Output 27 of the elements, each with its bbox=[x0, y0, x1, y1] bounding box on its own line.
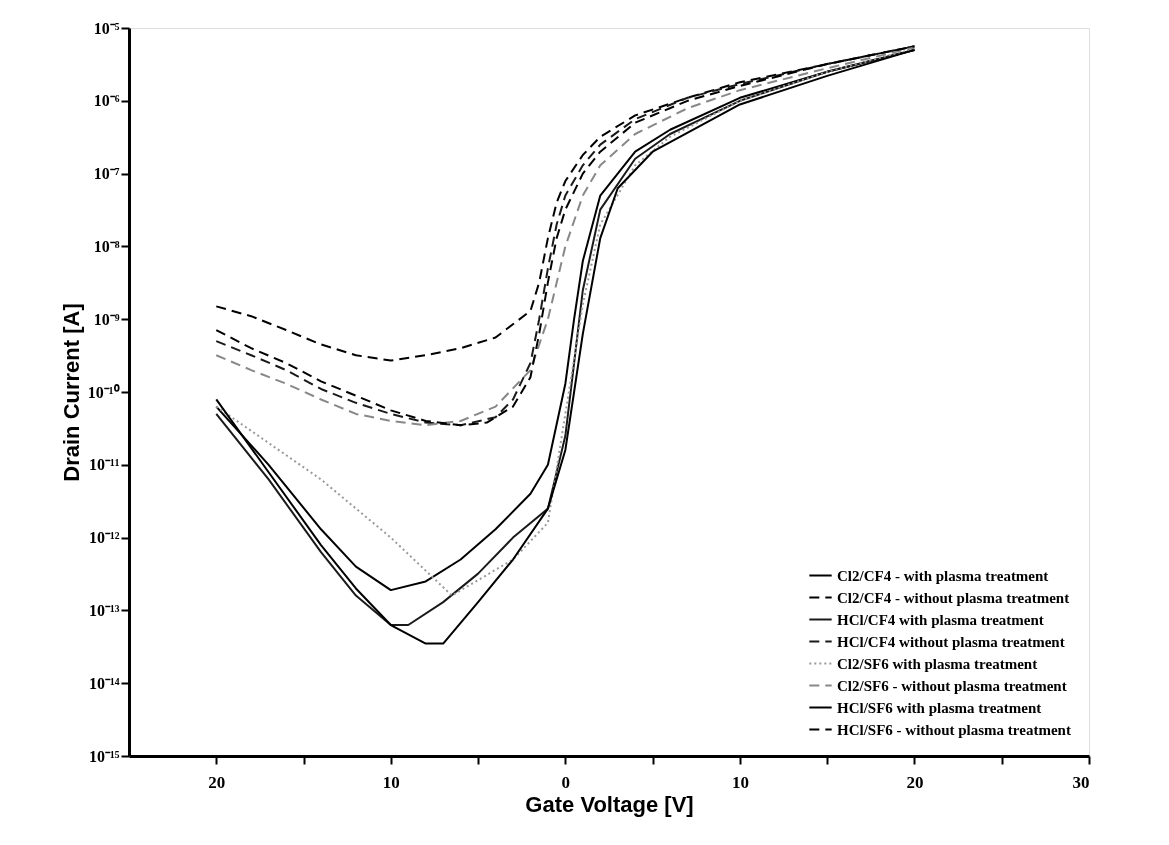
x-axis-title: Gate Voltage [V] bbox=[525, 791, 694, 817]
y-tick-label: 10⁻⁸ bbox=[93, 237, 120, 255]
legend-label: HCl/SF6 with plasma treatment bbox=[837, 699, 1042, 716]
x-tick-label: 10 bbox=[382, 772, 400, 792]
x-tick-label: 20 bbox=[906, 772, 924, 792]
legend-label: Cl2/CF4 - with plasma treatment bbox=[837, 567, 1049, 584]
y-tick-label: 10⁻¹² bbox=[88, 529, 120, 547]
y-tick-label: 10⁻¹¹ bbox=[88, 456, 120, 474]
y-axis-title: Drain Current [A] bbox=[58, 303, 84, 482]
legend-label: HCl/SF6 - without plasma treatment bbox=[837, 721, 1071, 738]
y-tick-label: 10⁻⁹ bbox=[93, 310, 120, 328]
y-tick-label: 10⁻¹⁰ bbox=[87, 383, 120, 401]
x-tick-label: 20 bbox=[208, 772, 226, 792]
legend-label: Cl2/CF4 - without plasma treatment bbox=[837, 589, 1070, 606]
legend-label: HCl/CF4 without plasma treatment bbox=[837, 633, 1065, 650]
x-tick-label: 0 bbox=[561, 772, 571, 792]
x-tick-label: 10 bbox=[731, 772, 749, 792]
y-tick-label: 10⁻¹³ bbox=[88, 601, 120, 619]
y-tick-label: 10⁻⁶ bbox=[93, 92, 120, 110]
y-tick-label: 10⁻¹⁴ bbox=[88, 674, 120, 692]
legend-label: Cl2/SF6 - without plasma treatment bbox=[837, 677, 1067, 694]
y-tick-label: 10⁻⁷ bbox=[93, 165, 120, 183]
y-tick-label: 10⁻¹⁵ bbox=[88, 747, 120, 765]
x-tick-label: 30 bbox=[1072, 772, 1090, 792]
legend-label: Cl2/SF6 with plasma treatment bbox=[837, 655, 1038, 672]
y-tick-label: 10⁻⁵ bbox=[93, 19, 120, 37]
legend-label: HCl/CF4 with plasma treatment bbox=[837, 611, 1044, 628]
